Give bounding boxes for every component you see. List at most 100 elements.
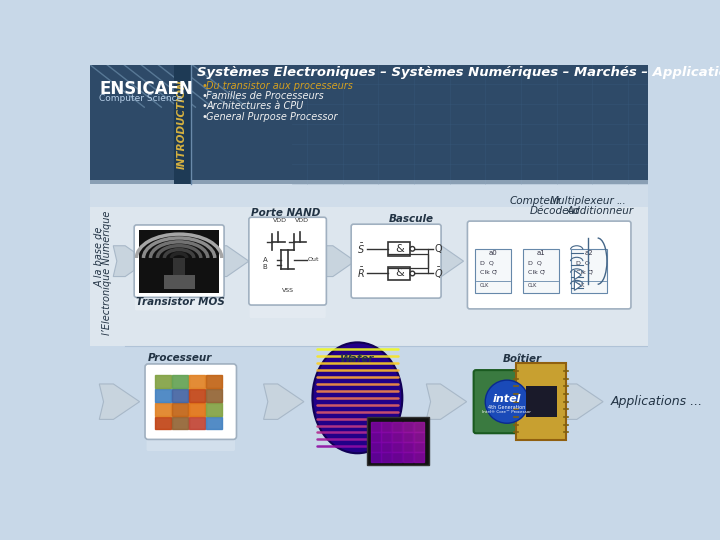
Text: VDD: VDD xyxy=(294,218,309,224)
FancyBboxPatch shape xyxy=(571,249,607,293)
Text: Clk Q̅: Clk Q̅ xyxy=(528,269,545,274)
Bar xyxy=(155,375,171,388)
Bar xyxy=(382,453,392,462)
Text: Intel® Core™ Processor: Intel® Core™ Processor xyxy=(482,410,531,415)
Polygon shape xyxy=(321,246,355,276)
Text: Applications ...: Applications ... xyxy=(611,395,703,408)
Bar xyxy=(392,442,402,452)
Bar xyxy=(139,230,220,293)
Text: a0: a0 xyxy=(489,251,498,256)
Text: Processeur: Processeur xyxy=(148,353,212,363)
Text: B: B xyxy=(263,264,268,271)
Text: D  Q: D Q xyxy=(528,260,541,265)
Bar xyxy=(392,453,402,462)
Bar xyxy=(403,422,413,431)
Text: Q: Q xyxy=(434,244,442,254)
Bar xyxy=(172,375,188,388)
Bar xyxy=(414,433,424,442)
Bar xyxy=(414,422,424,431)
Bar xyxy=(526,386,557,417)
Text: &: & xyxy=(395,244,404,254)
Polygon shape xyxy=(426,384,467,420)
Bar xyxy=(382,442,392,452)
FancyBboxPatch shape xyxy=(90,65,648,184)
Text: Clk Q̅: Clk Q̅ xyxy=(480,269,497,274)
Bar xyxy=(206,389,222,402)
Circle shape xyxy=(410,271,415,276)
Text: 6 – copyleft: 6 – copyleft xyxy=(578,464,639,475)
Text: A: A xyxy=(263,256,268,262)
Polygon shape xyxy=(113,246,148,276)
Text: Systèmes Electroniques – Systèmes Numériques – Marchés – Applications: Systèmes Electroniques – Systèmes Numéri… xyxy=(197,66,720,79)
Text: Multiplexeur: Multiplexeur xyxy=(550,195,614,206)
Text: a1: a1 xyxy=(536,251,546,256)
Text: D  Q: D Q xyxy=(480,260,494,265)
FancyBboxPatch shape xyxy=(135,296,223,310)
Bar xyxy=(382,433,392,442)
Bar xyxy=(382,422,392,431)
Bar xyxy=(392,422,402,431)
Text: Computer Science: Computer Science xyxy=(99,94,183,103)
Text: Architectures à CPU: Architectures à CPU xyxy=(206,102,304,111)
FancyBboxPatch shape xyxy=(90,180,648,207)
FancyBboxPatch shape xyxy=(475,249,510,293)
Text: Boîtier: Boîtier xyxy=(503,354,542,363)
Text: Out: Out xyxy=(307,257,319,262)
Bar xyxy=(172,389,188,402)
FancyBboxPatch shape xyxy=(145,364,236,440)
Bar xyxy=(155,417,171,429)
FancyBboxPatch shape xyxy=(90,184,648,346)
Bar xyxy=(163,275,194,289)
Bar xyxy=(206,417,222,429)
Bar xyxy=(371,442,381,452)
Bar xyxy=(173,258,185,275)
Text: A la base de: A la base de xyxy=(94,227,104,287)
Text: Wafer: Wafer xyxy=(340,354,374,363)
Bar xyxy=(206,403,222,416)
Text: Décodeur: Décodeur xyxy=(530,206,580,215)
Bar xyxy=(155,403,171,416)
Text: ENSICAEN: ENSICAEN xyxy=(99,80,193,98)
Text: Porte NAND: Porte NAND xyxy=(251,208,320,218)
Text: D  Q: D Q xyxy=(576,260,590,265)
Text: •: • xyxy=(202,102,207,111)
FancyBboxPatch shape xyxy=(147,436,235,451)
Text: intel: intel xyxy=(492,394,521,403)
Polygon shape xyxy=(575,271,581,280)
Circle shape xyxy=(410,247,415,251)
Polygon shape xyxy=(99,384,140,420)
Text: Compteur: Compteur xyxy=(510,195,562,206)
Text: •: • xyxy=(202,80,207,91)
Bar xyxy=(388,267,410,280)
Text: Bascule: Bascule xyxy=(388,214,433,224)
Text: Clk Q̅: Clk Q̅ xyxy=(576,269,593,274)
Polygon shape xyxy=(429,246,464,276)
FancyBboxPatch shape xyxy=(250,303,325,318)
Text: •: • xyxy=(202,112,207,122)
Text: VDD: VDD xyxy=(273,218,287,224)
FancyBboxPatch shape xyxy=(367,417,428,465)
Bar xyxy=(189,389,204,402)
Text: •: • xyxy=(202,91,207,101)
Text: &: & xyxy=(395,268,404,279)
Text: l’Electronique Numérique: l’Electronique Numérique xyxy=(102,211,112,335)
FancyBboxPatch shape xyxy=(90,346,648,481)
Bar xyxy=(371,453,381,462)
Bar xyxy=(403,433,413,442)
Bar xyxy=(371,433,381,442)
FancyBboxPatch shape xyxy=(523,249,559,293)
FancyBboxPatch shape xyxy=(174,65,191,184)
Bar xyxy=(403,442,413,452)
FancyBboxPatch shape xyxy=(249,217,326,305)
FancyBboxPatch shape xyxy=(467,221,631,309)
Bar xyxy=(414,453,424,462)
Polygon shape xyxy=(575,281,581,291)
Text: Transistor MOS: Transistor MOS xyxy=(137,298,225,307)
Text: $\bar{S}$: $\bar{S}$ xyxy=(356,242,364,256)
Bar xyxy=(189,417,204,429)
Text: General Purpose Processor: General Purpose Processor xyxy=(206,112,338,122)
Polygon shape xyxy=(264,384,304,420)
Text: $\bar{R}$: $\bar{R}$ xyxy=(356,266,364,280)
Bar xyxy=(403,453,413,462)
Text: Du transistor aux processeurs: Du transistor aux processeurs xyxy=(206,80,353,91)
